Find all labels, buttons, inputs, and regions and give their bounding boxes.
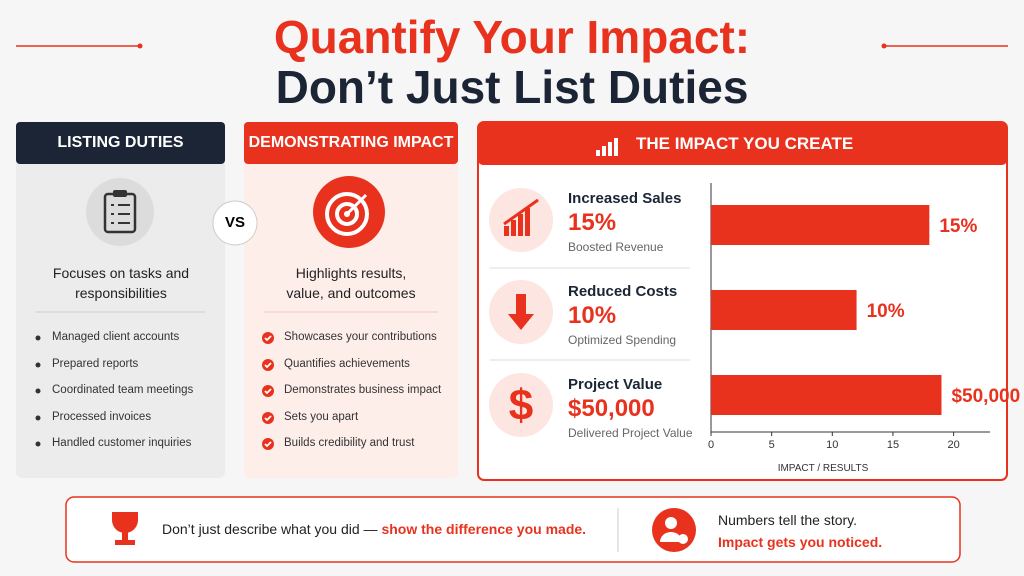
bullet [35, 441, 41, 447]
list-item: Sets you apart [284, 411, 359, 423]
metric-name: Reduced Costs [568, 283, 678, 300]
check-mark [264, 415, 272, 422]
bar [711, 375, 942, 415]
check-mark [264, 388, 272, 395]
footer-right-1: Numbers tell the story. [718, 512, 858, 528]
panel-summary: Highlights results, value, and outcomes [286, 265, 416, 301]
footer-right-2: Impact gets you noticed. [718, 534, 883, 550]
title-line-1: Quantify Your Impact: [273, 11, 751, 63]
panel-title: LISTING DUTIES [57, 134, 184, 151]
x-tick-label: 5 [769, 439, 775, 451]
list-item: Showcases your contributions [284, 331, 437, 343]
footer-text: Don’t just describe what you did — show … [162, 521, 586, 537]
x-tick-label: 15 [887, 439, 899, 451]
x-axis-label: IMPACT / RESULTS [778, 463, 869, 474]
bar-label: $50,000 [951, 386, 1020, 407]
check-mark [264, 362, 272, 369]
results-title: THE IMPACT YOU CREATE [636, 134, 854, 153]
list-item: Prepared reports [52, 358, 139, 370]
list-item: Coordinated team meetings [52, 384, 194, 396]
title-line-2: Don’t Just List Duties [275, 61, 749, 113]
metric-name: Project Value [568, 376, 663, 393]
x-tick-label: 10 [826, 439, 838, 451]
list-item: Builds credibility and trust [284, 437, 415, 449]
metric-note: Boosted Revenue [568, 240, 664, 254]
list-item: Processed invoices [52, 411, 152, 423]
panel-title: DEMONSTRATING IMPACT [248, 134, 454, 151]
bullet [35, 362, 41, 368]
vs-label: VS [224, 214, 245, 231]
metric-note: Delivered Project Value [568, 426, 693, 440]
check-mark [264, 441, 272, 448]
x-tick-label: 0 [708, 439, 714, 451]
list-item: Quantifies achievements [284, 358, 410, 370]
footer-highlight: show the difference you made. [381, 521, 587, 537]
panel-summary: Focuses on tasks and responsibilities [52, 265, 190, 301]
bullet [35, 335, 41, 341]
bullet [35, 415, 41, 421]
list-item: Handled customer inquiries [52, 437, 192, 449]
list-item: Managed client accounts [52, 331, 180, 343]
metric-name: Increased Sales [568, 190, 682, 207]
metric-value: 15% [568, 209, 617, 236]
metric-note: Optimized Spending [568, 333, 677, 347]
x-tick-label: 20 [947, 439, 959, 451]
svg-text:$: $ [509, 381, 533, 430]
bullet [35, 388, 41, 394]
list-item: Demonstrates business impact [284, 384, 442, 396]
metric-value: 10% [568, 302, 617, 329]
bar [711, 290, 857, 330]
bar-label: 10% [867, 301, 905, 322]
bar-label: 15% [939, 216, 977, 237]
check-mark [264, 335, 272, 342]
bar [711, 205, 930, 245]
footer-text-main: Don’t just describe what you did — [162, 521, 382, 537]
metric-value: $50,000 [568, 395, 655, 422]
